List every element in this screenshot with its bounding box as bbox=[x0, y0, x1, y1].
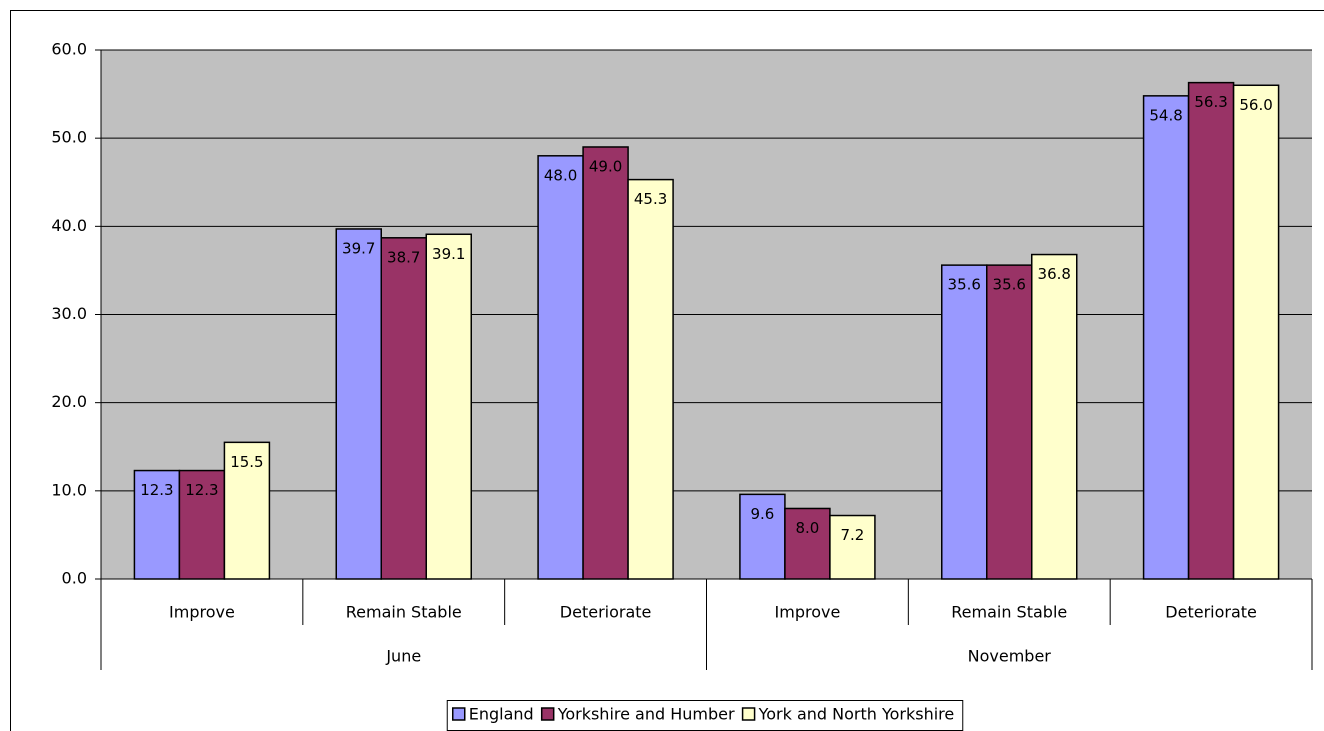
bar bbox=[178, 469, 226, 580]
bar bbox=[1187, 81, 1235, 580]
y-tick-label: 10.0 bbox=[51, 480, 87, 499]
y-tick-label: 20.0 bbox=[51, 392, 87, 411]
x-tick-label: Improve bbox=[169, 603, 235, 622]
y-tick-label: 30.0 bbox=[51, 304, 87, 323]
bar bbox=[425, 233, 472, 580]
value-label: 9.6 bbox=[750, 505, 774, 523]
x-tick-label: Improve bbox=[775, 603, 841, 622]
value-label: 8.0 bbox=[795, 519, 819, 537]
chart-frame bbox=[10, 10, 1324, 731]
value-label: 38.7 bbox=[387, 248, 420, 266]
bar bbox=[986, 264, 1033, 580]
y-tick-label: 60.0 bbox=[51, 40, 87, 59]
value-label: 56.3 bbox=[1194, 93, 1227, 111]
value-label: 49.0 bbox=[589, 157, 622, 175]
legend-label: York and North Yorkshire bbox=[758, 705, 955, 724]
legend-label: Yorkshire and Humber bbox=[557, 705, 735, 724]
value-label: 39.7 bbox=[342, 239, 375, 257]
value-label: 54.8 bbox=[1149, 106, 1182, 124]
value-label: 39.1 bbox=[432, 245, 465, 263]
legend-label: England bbox=[469, 705, 534, 724]
bar bbox=[627, 178, 674, 580]
bar bbox=[582, 146, 629, 580]
bar bbox=[537, 155, 584, 580]
legend-swatch bbox=[540, 707, 555, 721]
legend-swatch bbox=[451, 707, 466, 721]
value-label: 35.6 bbox=[948, 276, 981, 294]
group-label: November bbox=[968, 647, 1052, 666]
bar bbox=[1232, 84, 1280, 580]
bar bbox=[1031, 253, 1078, 580]
x-tick-label: Deteriorate bbox=[560, 603, 652, 622]
bar bbox=[941, 264, 988, 580]
legend-swatch bbox=[741, 707, 756, 721]
bar bbox=[784, 507, 831, 580]
y-tick-label: 50.0 bbox=[51, 128, 87, 147]
value-label: 12.3 bbox=[140, 481, 173, 499]
bar bbox=[380, 237, 427, 580]
value-label: 36.8 bbox=[1038, 265, 1071, 283]
value-label: 35.6 bbox=[993, 276, 1026, 294]
group-label: June bbox=[385, 647, 421, 666]
value-label: 12.3 bbox=[185, 481, 218, 499]
x-tick-label: Remain Stable bbox=[951, 603, 1067, 622]
x-tick-label: Deteriorate bbox=[1165, 603, 1257, 622]
bar bbox=[1142, 95, 1190, 580]
value-label: 56.0 bbox=[1239, 96, 1272, 114]
y-tick-label: 40.0 bbox=[51, 216, 87, 235]
bar bbox=[739, 493, 786, 580]
bar bbox=[335, 228, 382, 580]
legend-box bbox=[446, 700, 964, 731]
x-tick-label: Remain Stable bbox=[346, 603, 462, 622]
y-tick-label: 0.0 bbox=[62, 569, 87, 588]
bar bbox=[223, 441, 271, 580]
value-label: 7.2 bbox=[840, 526, 864, 544]
value-label: 45.3 bbox=[634, 190, 667, 208]
value-label: 15.5 bbox=[230, 453, 263, 471]
value-label: 48.0 bbox=[544, 166, 577, 184]
